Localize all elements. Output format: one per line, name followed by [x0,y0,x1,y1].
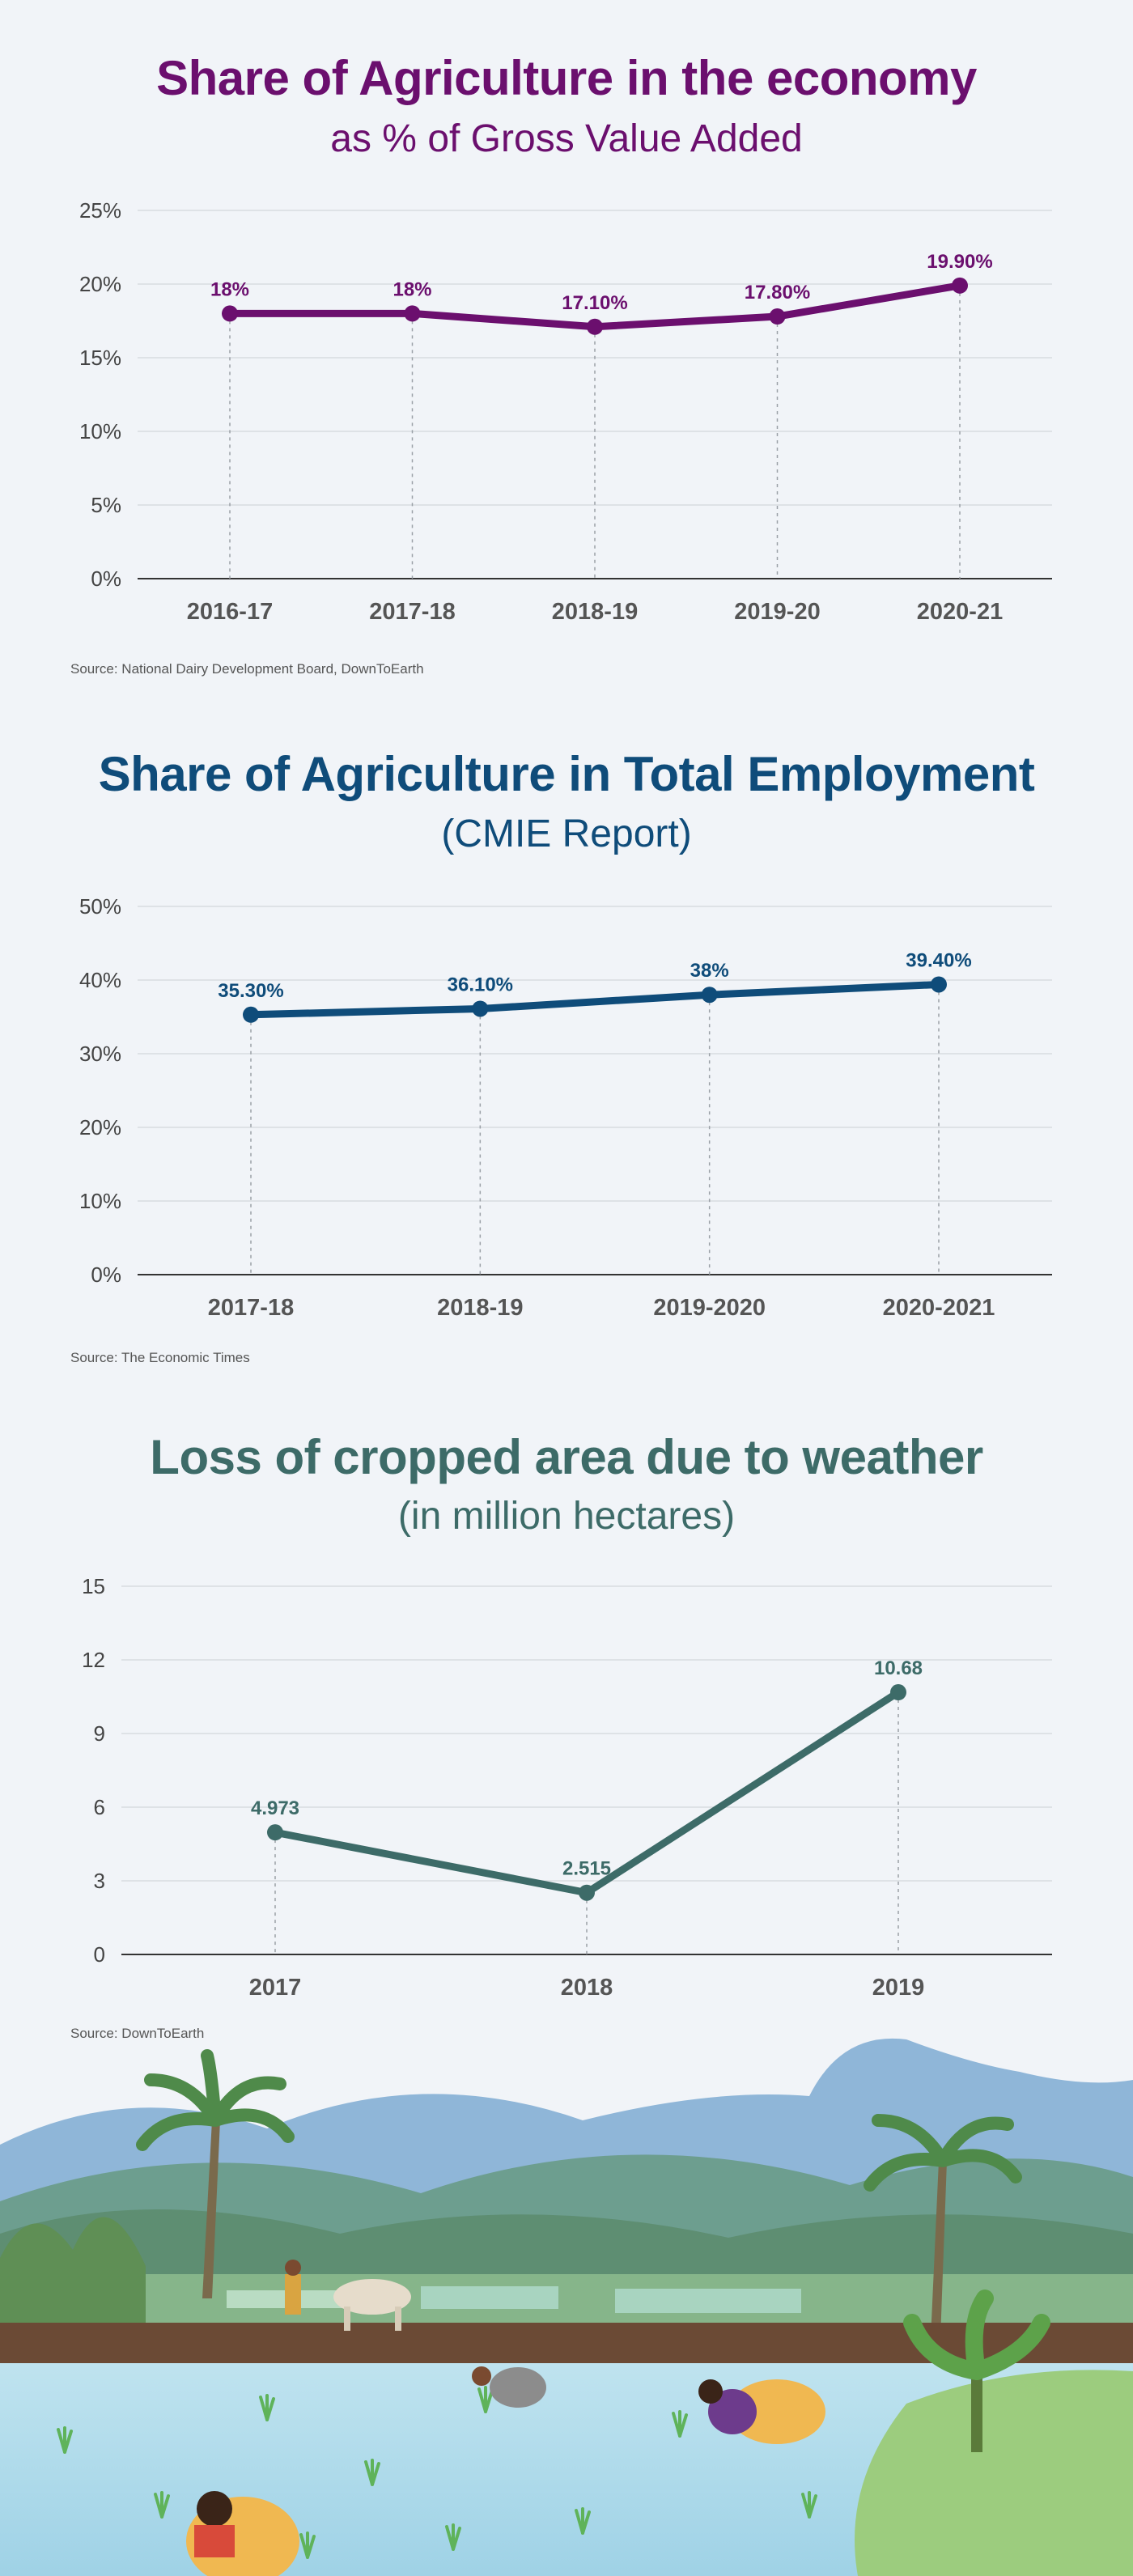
chart1-subtitle: as % of Gross Value Added [330,117,803,160]
data-label: 4.973 [251,1797,299,1819]
x-tick-label: 2016-17 [187,599,273,625]
y-tick-label: 20% [79,1115,121,1139]
rice-seedlings [57,2386,817,2559]
data-label: 18% [210,278,249,300]
chart3-title: Loss of cropped area due to weather [150,1430,983,1484]
data-point [579,1884,595,1901]
data-point [222,305,238,322]
palm-tree-left [202,2120,220,2298]
data-point [243,1006,259,1023]
y-tick-label: 5% [91,493,121,517]
y-tick-label: 0% [91,1263,121,1287]
y-tick-label: 12 [82,1648,105,1672]
data-point [587,318,603,335]
y-tick-label: 9 [94,1721,105,1746]
x-tick-label: 2020-2021 [883,1295,995,1321]
y-tick-label: 50% [79,894,121,919]
banana-plant [903,2290,1050,2452]
y-tick-label: 15% [79,346,121,370]
y-tick-label: 25% [79,198,121,223]
farmer-planting [472,2366,546,2408]
farmer-plowing [285,2260,411,2331]
data-label: 39.40% [906,949,971,971]
chart2-subtitle: (CMIE Report) [441,813,692,855]
data-label: 19.90% [927,251,992,273]
series-line [247,980,943,1019]
data-point [267,1824,283,1841]
data-label: 18% [393,278,431,300]
data-point [404,305,421,322]
chart1-title: Share of Agriculture in the economy [156,51,977,105]
data-point [952,277,968,294]
chart3-subtitle: (in million hectares) [397,1495,736,1538]
data-label: 10.68 [874,1657,923,1679]
y-tick-label: 15 [82,1574,105,1598]
y-tick-label: 0 [94,1942,105,1967]
y-tick-label: 40% [79,968,121,992]
data-label: 2.515 [562,1858,611,1880]
data-point [931,976,947,993]
x-tick-label: 2019-2020 [653,1295,766,1321]
palm-tree-right [931,2161,947,2339]
x-tick-label: 2017-18 [369,599,455,625]
x-tick-label: 2019 [872,1975,925,2001]
x-tick-label: 2018 [561,1975,613,2001]
woman-foreground [186,2491,299,2576]
x-tick-label: 2018-19 [552,599,638,625]
data-label: 38% [690,960,729,982]
farm-landscape-illustration [0,2038,1133,2576]
paddy-fields [0,2274,1133,2323]
data-label: 35.30% [218,980,283,1002]
y-tick-label: 30% [79,1042,121,1066]
y-tick-label: 20% [79,272,121,296]
x-tick-label: 2017-18 [208,1295,294,1321]
data-point [769,308,786,325]
chart1-plot: 0% 5% 10% 15% 20% 25% 18% 18% 17.10% 17.80% 19.90%… [79,198,1052,625]
data-label: 17.80% [745,282,810,303]
x-tick-label: 2017 [249,1975,302,2001]
woman-planting [698,2379,825,2444]
chart3-source: Source: DownToEarth [70,2026,205,2041]
x-tick-label: 2018-19 [437,1295,523,1321]
chart1-source: Source: National Dairy Development Board… [70,661,424,677]
chart3-plot: 0 3 6 9 12 15 4.973 2.515 10.68 2017 2018 2019 [82,1574,1052,2001]
x-tick-label: 2019-20 [734,599,820,625]
data-point [890,1684,906,1701]
x-tick-label: 2020-21 [917,599,1003,625]
y-tick-label: 10% [79,419,121,443]
chart2-title: Share of Agriculture in Total Employment [98,747,1035,801]
data-label: 36.10% [448,974,513,995]
y-tick-label: 3 [94,1869,105,1893]
y-tick-label: 6 [94,1795,105,1819]
data-label: 17.10% [562,292,627,314]
chart2-source: Source: The Economic Times [70,1350,250,1365]
y-tick-label: 10% [79,1189,121,1213]
data-point [472,1000,489,1017]
chart2-plot: 0% 10% 20% 30% 40% 50% 35.30% 36.10% 38% 39.40% 20… [79,894,1052,1321]
data-point [701,987,718,1004]
y-tick-label: 0% [91,567,121,591]
